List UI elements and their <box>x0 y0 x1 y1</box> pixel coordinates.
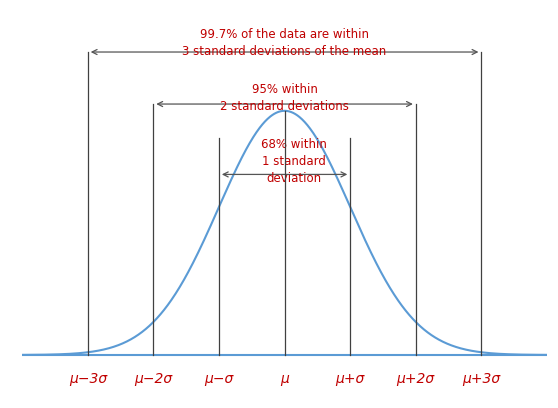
Text: 99.7% of the data are within
3 standard deviations of the mean: 99.7% of the data are within 3 standard … <box>182 28 387 58</box>
Text: 95% within
2 standard deviations: 95% within 2 standard deviations <box>220 82 349 113</box>
Text: 68% within
1 standard
deviation: 68% within 1 standard deviation <box>262 138 328 185</box>
